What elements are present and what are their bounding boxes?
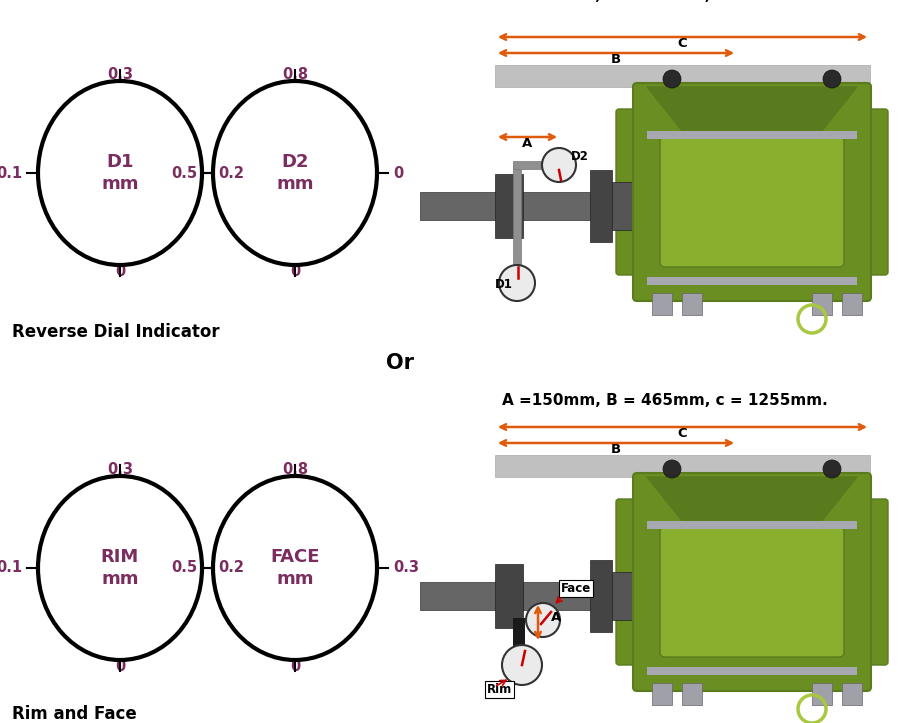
- Text: A =150mm, B = 465mm, c = 1255mm.: A =150mm, B = 465mm, c = 1255mm.: [502, 0, 828, 3]
- Text: 0: 0: [115, 659, 125, 674]
- Text: 0: 0: [290, 659, 300, 674]
- Bar: [523, 192, 593, 220]
- Circle shape: [542, 148, 576, 182]
- FancyBboxPatch shape: [860, 499, 888, 665]
- Bar: [682, 683, 702, 705]
- Bar: [523, 582, 593, 610]
- Text: 0.5: 0.5: [171, 560, 197, 576]
- Text: 0.2: 0.2: [218, 560, 244, 576]
- Circle shape: [499, 265, 535, 301]
- Text: 0.2: 0.2: [218, 166, 244, 181]
- FancyBboxPatch shape: [633, 473, 871, 691]
- Text: RIM
mm: RIM mm: [101, 548, 139, 588]
- Bar: [647, 131, 857, 139]
- Text: D1
mm: D1 mm: [102, 153, 139, 193]
- Bar: [513, 165, 521, 265]
- FancyBboxPatch shape: [633, 83, 871, 301]
- Circle shape: [663, 70, 681, 88]
- Circle shape: [823, 70, 841, 88]
- Bar: [842, 293, 862, 315]
- Text: Rim and Face: Rim and Face: [12, 705, 137, 723]
- Bar: [420, 582, 500, 610]
- Text: C: C: [678, 427, 688, 440]
- FancyBboxPatch shape: [616, 499, 644, 665]
- Text: 0.8: 0.8: [282, 67, 308, 82]
- Text: D2: D2: [571, 150, 589, 163]
- Text: 0: 0: [115, 264, 125, 279]
- Text: 0.1: 0.1: [0, 560, 22, 576]
- Text: A: A: [551, 611, 561, 624]
- Text: B: B: [611, 53, 621, 66]
- Bar: [647, 277, 857, 285]
- Bar: [612, 572, 637, 620]
- Polygon shape: [647, 87, 857, 137]
- Text: 0: 0: [290, 264, 300, 279]
- Bar: [513, 161, 562, 169]
- FancyBboxPatch shape: [660, 137, 844, 267]
- Text: FACE
mm: FACE mm: [270, 548, 320, 588]
- Text: Reverse Dial Indicator: Reverse Dial Indicator: [12, 323, 219, 341]
- Bar: [647, 521, 857, 529]
- Text: 0.1: 0.1: [0, 166, 22, 181]
- Text: C: C: [678, 37, 688, 50]
- Circle shape: [502, 645, 542, 685]
- Bar: [495, 174, 523, 238]
- Bar: [812, 293, 832, 315]
- Bar: [812, 683, 832, 705]
- Bar: [420, 192, 500, 220]
- Bar: [842, 683, 862, 705]
- Text: Rim: Rim: [487, 683, 512, 696]
- Text: 0.8: 0.8: [282, 462, 308, 477]
- Text: D1: D1: [495, 278, 512, 291]
- Text: 0: 0: [393, 166, 404, 181]
- Text: 0.3: 0.3: [107, 462, 133, 477]
- Text: A =150mm, B = 465mm, c = 1255mm.: A =150mm, B = 465mm, c = 1255mm.: [502, 393, 828, 408]
- FancyBboxPatch shape: [616, 109, 644, 275]
- Circle shape: [823, 460, 841, 478]
- Circle shape: [663, 460, 681, 478]
- Bar: [590, 560, 612, 632]
- Bar: [513, 618, 525, 653]
- FancyBboxPatch shape: [860, 109, 888, 275]
- Text: Or: Or: [386, 353, 414, 373]
- Bar: [495, 564, 523, 628]
- Text: A: A: [522, 137, 532, 150]
- Text: D2
mm: D2 mm: [277, 153, 314, 193]
- Text: B: B: [611, 443, 621, 456]
- Text: 0.3: 0.3: [107, 67, 133, 82]
- Bar: [647, 667, 857, 675]
- Circle shape: [526, 603, 560, 637]
- Text: 0.3: 0.3: [393, 560, 419, 576]
- Bar: [652, 293, 672, 315]
- Text: 0.5: 0.5: [171, 166, 197, 181]
- Bar: [495, 455, 870, 477]
- FancyBboxPatch shape: [660, 527, 844, 657]
- Bar: [682, 293, 702, 315]
- Bar: [495, 65, 870, 87]
- Polygon shape: [647, 477, 857, 527]
- Bar: [612, 182, 637, 230]
- Bar: [590, 170, 612, 242]
- Text: Face: Face: [561, 582, 591, 595]
- Bar: [652, 683, 672, 705]
